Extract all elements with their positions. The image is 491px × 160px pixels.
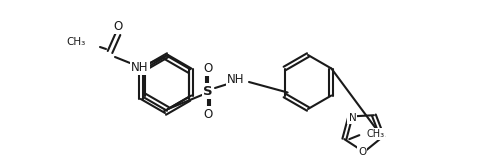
Text: O: O: [113, 20, 123, 32]
Text: CH₃: CH₃: [67, 37, 86, 47]
Text: N: N: [349, 113, 356, 124]
Text: O: O: [358, 147, 366, 157]
Text: CH₃: CH₃: [366, 129, 384, 139]
Text: NH: NH: [131, 60, 149, 73]
Text: S: S: [203, 84, 213, 97]
Text: O: O: [203, 108, 213, 120]
Text: NH: NH: [227, 72, 245, 85]
Text: O: O: [203, 61, 213, 75]
